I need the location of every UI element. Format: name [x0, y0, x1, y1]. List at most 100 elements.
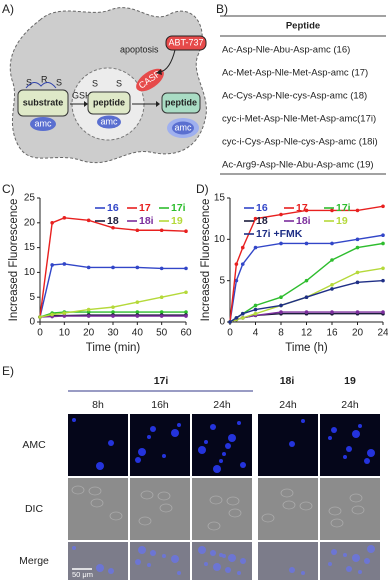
micrograph-image: [320, 414, 380, 476]
group-label: 17i: [154, 375, 169, 387]
legend-label: 17i: [336, 202, 351, 214]
series-line: [39, 315, 186, 318]
cell-spot: [352, 430, 360, 438]
data-point: [355, 208, 360, 213]
data-point: [111, 305, 115, 309]
data-point: [86, 310, 91, 314]
data-point: [50, 263, 54, 267]
x-tick-label: 10: [59, 328, 71, 339]
cell-spot: [301, 571, 305, 575]
cell-outline: [88, 486, 102, 496]
diagram: substrate S R S amc GSH S S peptide amc …: [9, 7, 207, 164]
cell-spot: [343, 455, 347, 459]
data-point: [62, 311, 67, 315]
amc-label: amc: [174, 122, 192, 132]
cell-spot: [108, 568, 114, 574]
time-label: 24h: [341, 399, 359, 411]
cell-outline: [226, 496, 240, 506]
cell-spot: [210, 424, 216, 430]
data-point: [355, 270, 360, 275]
data-point: [381, 204, 385, 209]
table: Peptide: [220, 15, 386, 175]
y-axis-label: Increased Fluorescence: [8, 199, 20, 322]
data-point: [184, 314, 188, 318]
data-point: [234, 316, 239, 320]
data-point: [330, 208, 334, 213]
data-point: [159, 228, 164, 233]
data-point: [184, 229, 188, 234]
micrograph-image: [68, 542, 128, 580]
micrograph-image: [258, 542, 318, 580]
data-point: [330, 258, 334, 262]
cell-outline: [228, 508, 242, 518]
cell-spot: [346, 446, 352, 452]
data-point: [135, 300, 140, 304]
data-point: [86, 265, 91, 270]
data-point: [159, 310, 164, 314]
cell-spot: [147, 435, 151, 439]
cell-spot: [72, 546, 76, 550]
data-point: [38, 315, 42, 319]
data-point: [135, 314, 140, 318]
cell-outline: [330, 518, 344, 528]
data-point: [62, 314, 67, 318]
data-point: [381, 310, 385, 314]
micrograph-image: [320, 478, 380, 540]
time-label: 8h: [92, 399, 104, 411]
amc-label: amc: [34, 118, 52, 128]
cell-spot: [222, 452, 226, 456]
data-point: [234, 262, 239, 266]
micrograph-image: [258, 414, 318, 476]
legend-label: 16: [256, 202, 268, 214]
cell-outline: [209, 495, 223, 505]
cell-spot: [162, 554, 166, 558]
cell-spot: [177, 423, 181, 427]
cell-spot: [228, 554, 236, 562]
scale-bar-label: 50 μm: [72, 570, 93, 579]
data-point: [184, 266, 188, 271]
y-axis-label: Increased Fluorescence: [200, 199, 212, 322]
data-point: [253, 216, 258, 221]
legend-label: 17i: [171, 202, 186, 214]
series-line: [229, 234, 384, 323]
legend-label: 18: [256, 215, 268, 227]
cell-spot: [240, 558, 246, 564]
cell-spot: [228, 434, 236, 442]
cell-spot: [237, 571, 241, 575]
cell-spot: [96, 564, 104, 572]
panel-label: D): [196, 182, 209, 196]
data-point: [234, 278, 239, 283]
data-point: [355, 310, 360, 314]
table-header: Peptide: [286, 21, 320, 32]
data-point: [355, 245, 360, 250]
time-label: 16h: [151, 399, 169, 411]
drug-label: ABT-737: [168, 37, 203, 47]
cell-spot: [237, 421, 241, 425]
series-line: [39, 217, 187, 318]
data-point: [279, 303, 283, 308]
data-point: [135, 228, 140, 233]
group-label: 19: [344, 375, 356, 387]
cell-spot: [219, 553, 223, 557]
legend-label: 18: [107, 215, 119, 227]
x-tick-label: 24: [377, 328, 388, 339]
x-tick-label: 4: [253, 328, 259, 339]
data-point: [240, 262, 245, 266]
data-point: [304, 241, 309, 246]
data-point: [50, 312, 54, 317]
linker: [25, 82, 57, 89]
cell-spot: [162, 454, 166, 458]
data-point: [50, 221, 54, 225]
micrograph-image: [192, 478, 252, 540]
data-point: [86, 218, 91, 223]
y-tick-label: 20: [24, 217, 36, 228]
cell-spot: [198, 546, 206, 554]
table-cell: Ac-Cys-Asp-Nle-cys-Asp-amc (18): [222, 91, 367, 102]
x-axis-label: Time (min): [86, 342, 141, 354]
micrograph-panel: 17i 18i 19 8h 16h 24h 24h 24h AMC DIC Merge 50 μm: [19, 375, 380, 580]
data-point: [111, 225, 115, 230]
legend-label: 17: [296, 202, 308, 214]
cell-spot: [367, 545, 375, 553]
x-tick-label: 30: [107, 328, 119, 339]
x-tick-label: 0: [227, 328, 233, 339]
